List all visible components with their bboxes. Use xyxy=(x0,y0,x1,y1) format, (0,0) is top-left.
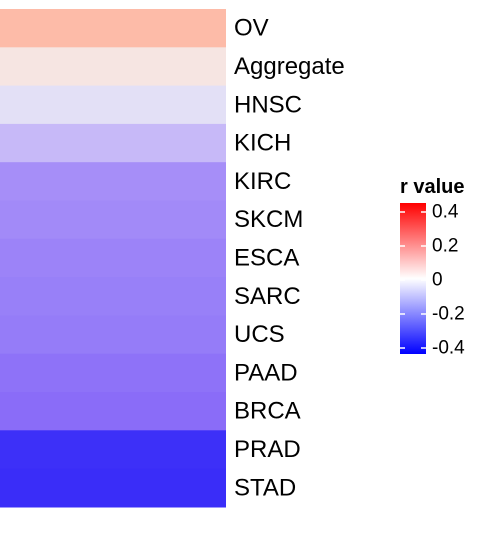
legend-tick-label-2: 0 xyxy=(432,270,443,291)
legend-tick-label-1: 0.2 xyxy=(432,236,458,257)
heatmap-cells xyxy=(0,9,226,508)
heatmap-cell-brca xyxy=(0,392,226,431)
heatmap-cell-sarc xyxy=(0,277,226,316)
row-label-kirc: KIRC xyxy=(234,168,291,195)
legend-tick-label-0: 0.4 xyxy=(432,202,459,223)
row-labels: OV Aggregate HNSC KICH KIRC SKCM ESCA SARC UCS PA… xyxy=(234,15,345,502)
row-label-kich: KICH xyxy=(234,130,291,157)
row-label-sarc: SARC xyxy=(234,283,301,310)
row-label-ov: OV xyxy=(234,15,269,42)
legend-tick-label-3: -0.2 xyxy=(432,304,465,325)
heatmap-cell-esca xyxy=(0,238,226,278)
heatmap-cell-hnsc xyxy=(0,85,226,125)
legend-title: r value xyxy=(400,176,464,198)
row-label-stad: STAD xyxy=(234,474,296,501)
heatmap-cell-stad xyxy=(0,468,226,508)
row-label-paad: PAAD xyxy=(234,359,298,386)
heatmap-cell-prad xyxy=(0,430,226,470)
row-label-aggregate: Aggregate xyxy=(234,53,345,80)
legend-color-bar xyxy=(400,203,426,354)
row-label-skcm: SKCM xyxy=(234,206,303,233)
heatmap-cell-ucs xyxy=(0,315,226,355)
color-legend: r value 0.4 0.2 0 -0.2 -0.4 xyxy=(400,176,465,359)
legend-ticks: 0.4 0.2 0 -0.2 -0.4 xyxy=(400,202,465,359)
heatmap-cell-kich xyxy=(0,123,226,163)
row-label-brca: BRCA xyxy=(234,398,301,425)
heatmap-cell-paad xyxy=(0,353,226,393)
heatmap-cell-kirc xyxy=(0,162,226,202)
row-label-prad: PRAD xyxy=(234,436,301,463)
heatmap-cell-aggregate xyxy=(0,47,226,87)
row-label-ucs: UCS xyxy=(234,321,285,348)
row-label-esca: ESCA xyxy=(234,244,299,271)
heatmap-cell-ov xyxy=(0,9,226,48)
heatmap-cell-skcm xyxy=(0,200,226,240)
legend-tick-label-4: -0.4 xyxy=(432,338,465,359)
row-label-hnsc: HNSC xyxy=(234,91,302,118)
